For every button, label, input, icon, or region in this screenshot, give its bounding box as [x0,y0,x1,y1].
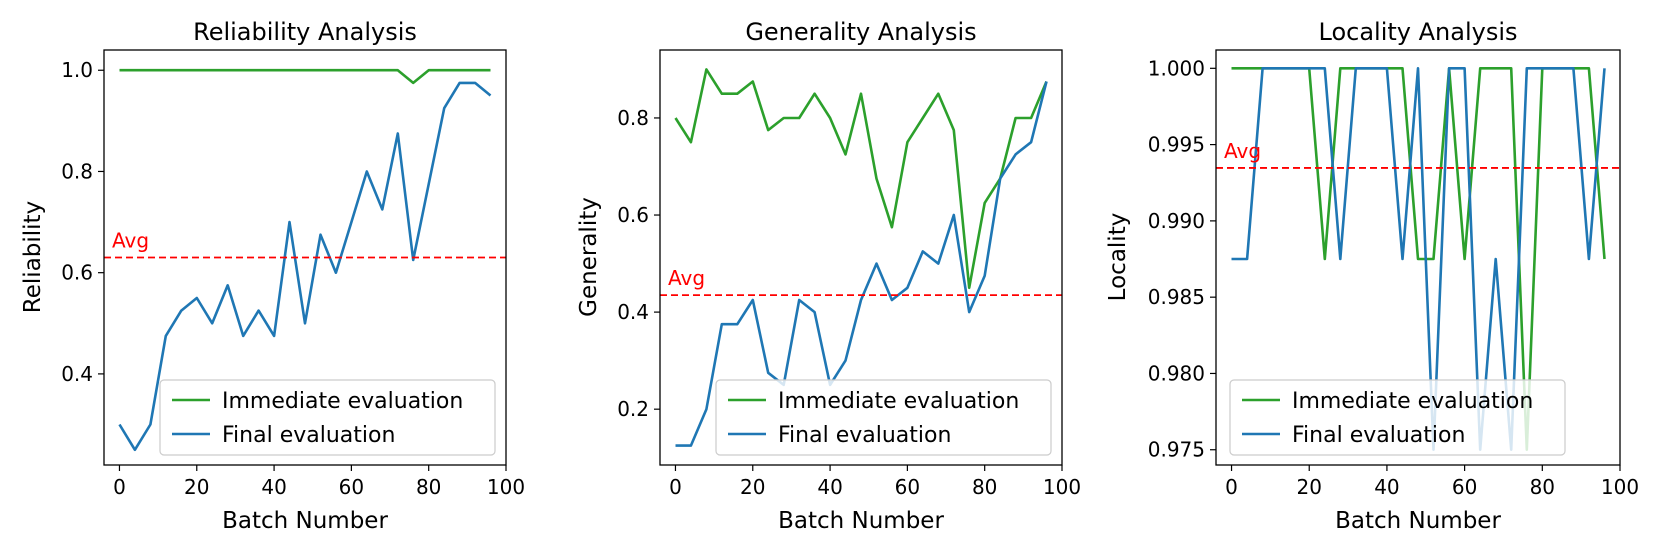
reliability-ytick-label: 0.4 [61,362,93,386]
locality-ytick-label: 0.990 [1148,209,1205,233]
generality-avg-label: Avg [668,266,705,290]
reliability-xtick-label: 20 [184,475,209,499]
reliability-legend-entry: Final evaluation [222,423,395,448]
locality-ytick-label: 0.975 [1148,438,1205,462]
reliability-xtick-label: 0 [113,475,126,499]
generality-xtick-label: 60 [895,475,920,499]
reliability-xlabel: Batch Number [222,508,388,534]
generality-xtick-label: 20 [740,475,765,499]
reliability-avg-label: Avg [112,229,149,253]
reliability-xtick-label: 40 [261,475,286,499]
generality-xtick-label: 100 [1043,475,1081,499]
locality-xtick-label: 20 [1297,475,1322,499]
reliability-legend-entry: Immediate evaluation [222,389,463,414]
reliability-ytick-label: 0.6 [61,261,93,285]
locality-xlabel: Batch Number [1335,508,1501,534]
generality-legend-entry: Immediate evaluation [778,389,1019,414]
locality-ytick-label: 1.000 [1148,56,1205,80]
generality-ytick-label: 0.8 [617,106,649,130]
generality-title: Generality Analysis [745,18,976,46]
locality-xtick-label: 40 [1374,475,1399,499]
locality-xtick-label: 60 [1452,475,1477,499]
generality-ytick-label: 0.4 [617,300,649,324]
reliability-ytick-label: 1.0 [61,58,93,82]
reliability-ylabel: Reliability [20,201,46,313]
locality-legend-entry: Immediate evaluation [1292,389,1533,414]
reliability-title: Reliability Analysis [193,18,417,46]
generality-ylabel: Generality [576,197,602,317]
reliability-xtick-label: 100 [487,475,525,499]
locality-ytick-label: 0.980 [1148,361,1205,385]
generality-xtick-label: 40 [817,475,842,499]
generality-legend-entry: Final evaluation [778,423,951,448]
locality-ylabel: Locality [1105,213,1131,302]
reliability-ytick-label: 0.8 [61,159,93,183]
locality-xtick-label: 100 [1601,475,1639,499]
generality-xtick-label: 80 [972,475,997,499]
generality-xlabel: Batch Number [778,508,944,534]
locality-title: Locality Analysis [1319,18,1518,46]
generality-xtick-label: 0 [669,475,682,499]
locality-panel: Locality Analysis Batch Number Locality … [1105,18,1639,534]
locality-ytick-label: 0.985 [1148,285,1205,309]
locality-avg-label: Avg [1224,139,1261,163]
generality-panel: Generality Analysis Batch Number General… [576,18,1081,534]
locality-xtick-label: 80 [1530,475,1555,499]
locality-legend-entry: Final evaluation [1292,423,1465,448]
locality-xtick-label: 0 [1225,475,1238,499]
reliability-xtick-label: 60 [339,475,364,499]
reliability-xtick-label: 80 [416,475,441,499]
locality-ytick-label: 0.995 [1148,133,1205,157]
generality-ytick-label: 0.2 [617,397,649,421]
generality-ytick-label: 0.6 [617,203,649,227]
reliability-panel: Reliability Analysis Batch Number Reliab… [20,18,525,534]
reliability-series-immediate-line [120,70,491,83]
generality-series-immediate-line [676,69,1047,287]
